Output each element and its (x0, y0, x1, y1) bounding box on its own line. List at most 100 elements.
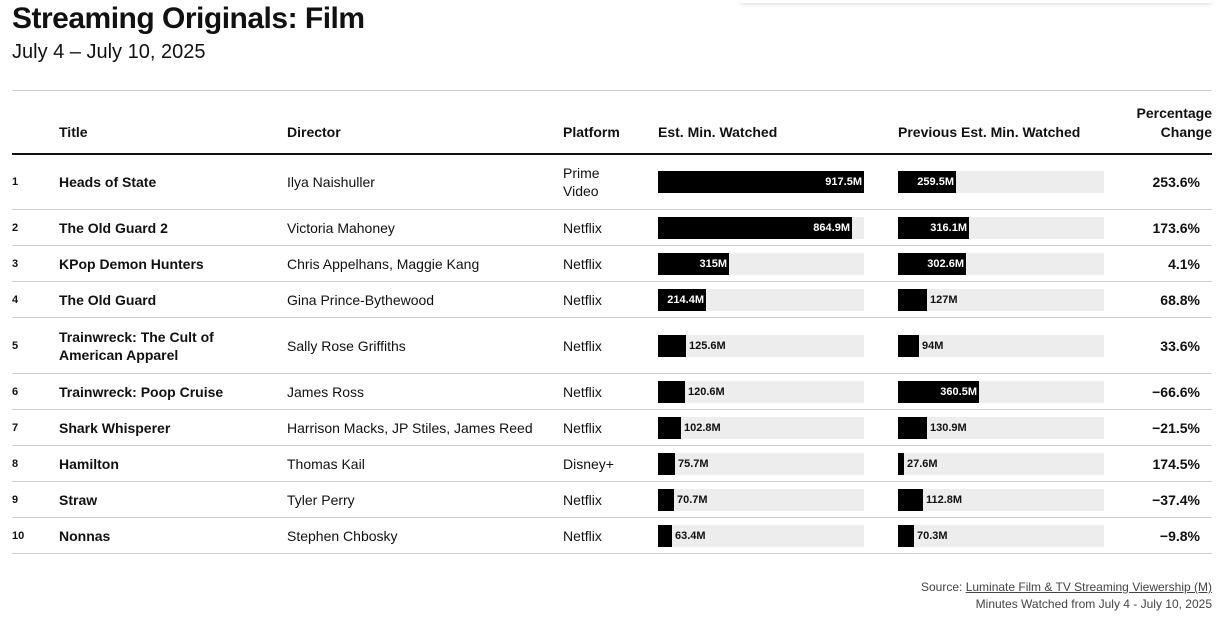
platform-cell: Disney+ (563, 445, 658, 483)
previous-bar (898, 288, 927, 311)
col-header-rank (12, 104, 59, 155)
platform-cell: Netflix (563, 409, 658, 447)
previous-bar (898, 334, 919, 357)
previous-cell: 27.6M (898, 445, 1118, 483)
title-cell: Nonnas (59, 517, 287, 555)
table-row[interactable]: 10 Nonnas Stephen Chbosky Netflix 63.4M 70.3M… (12, 517, 1212, 555)
table-row[interactable]: 5 Trainwreck: The Cult of American Appare… (12, 317, 1212, 375)
change-cell: −21.5% (1118, 409, 1212, 447)
director-cell: Chris Appelhans, Maggie Kang (287, 245, 563, 283)
rank-cell: 3 (12, 245, 59, 283)
director-cell: Gina Prince-Bythewood (287, 281, 563, 319)
change-cell: 253.6% (1118, 153, 1212, 211)
current-bar (658, 334, 686, 357)
previous-bar-track: 127M (898, 288, 1104, 311)
previous-bar-track: 360.5M (898, 380, 1104, 403)
current-bar (658, 524, 672, 547)
title-cell: Shark Whisperer (59, 409, 287, 447)
col-header-director[interactable]: Director (287, 104, 563, 155)
platform-cell: Netflix (563, 245, 658, 283)
current-bar-track: 75.7M (658, 452, 864, 475)
table-body: 1 Heads of State Ilya Naishuller Prime Vide… (12, 153, 1212, 555)
table-row[interactable]: 3 KPop Demon Hunters Chris Appelhans, Magg… (12, 245, 1212, 283)
current-cell: 75.7M (658, 445, 898, 483)
previous-cell: 360.5M (898, 373, 1118, 411)
previous-bar-track: 302.6M (898, 252, 1104, 275)
previous-bar (898, 171, 956, 194)
rank-cell: 2 (12, 209, 59, 247)
previous-bar-label: 94M (922, 339, 944, 352)
col-header-previous-est-min-watched[interactable]: Previous Est. Min. Watched (898, 104, 1118, 155)
current-bar (658, 452, 675, 475)
rank-cell: 4 (12, 281, 59, 319)
previous-bar (898, 488, 923, 511)
col-header-est-min-watched[interactable]: Est. Min. Watched (658, 104, 898, 155)
rank-cell: 1 (12, 153, 59, 211)
source-prefix: Source: (920, 580, 966, 594)
table-row[interactable]: 7 Shark Whisperer Harrison Macks, JP Stile… (12, 409, 1212, 447)
table-row[interactable]: 4 The Old Guard Gina Prince-Bythewood Netfl… (12, 281, 1212, 319)
previous-bar (898, 452, 904, 475)
current-cell: 315M (658, 245, 898, 283)
table-row[interactable]: 1 Heads of State Ilya Naishuller Prime Vide… (12, 153, 1212, 211)
previous-bar-label: 112.8M (926, 493, 963, 506)
title-cell: The Old Guard (59, 281, 287, 319)
current-cell: 102.8M (658, 409, 898, 447)
rank-cell: 5 (12, 317, 59, 375)
current-bar (658, 288, 706, 311)
current-bar-label: 63.4M (675, 529, 706, 542)
current-cell: 120.6M (658, 373, 898, 411)
current-bar-label: 864.9M (813, 221, 850, 234)
director-cell: Sally Rose Griffiths (287, 317, 563, 375)
source-link[interactable]: Luminate Film & TV Streaming Viewership … (965, 580, 1212, 594)
change-cell: 4.1% (1118, 245, 1212, 283)
col-header-title[interactable]: Title (59, 104, 287, 155)
change-cell: 173.6% (1118, 209, 1212, 247)
rank-cell: 6 (12, 373, 59, 411)
table-header-row: Title Director Platform Est. Min. Watche… (12, 104, 1212, 155)
previous-bar-label: 130.9M (930, 421, 967, 434)
director-cell: Stephen Chbosky (287, 517, 563, 555)
change-cell: −66.6% (1118, 373, 1212, 411)
previous-bar (898, 524, 914, 547)
previous-cell: 316.1M (898, 209, 1118, 247)
previous-bar (898, 252, 966, 275)
current-bar (658, 252, 729, 275)
current-bar-track: 102.8M (658, 416, 864, 439)
col-header-percentage-change[interactable]: Percentage Change (1118, 104, 1212, 155)
current-bar-label: 214.4M (667, 293, 704, 306)
rankings-table: Title Director Platform Est. Min. Watche… (12, 104, 1212, 555)
change-cell: −9.8% (1118, 517, 1212, 555)
current-cell: 63.4M (658, 517, 898, 555)
previous-bar-label: 27.6M (907, 457, 938, 470)
change-cell: 68.8% (1118, 281, 1212, 319)
chart-title: Streaming Originals: Film (12, 2, 365, 35)
current-bar-track: 214.4M (658, 288, 864, 311)
platform-cell: Netflix (563, 317, 658, 375)
table-row[interactable]: 6 Trainwreck: Poop Cruise James Ross Netfli… (12, 373, 1212, 411)
current-bar-track: 315M (658, 252, 864, 275)
rank-cell: 7 (12, 409, 59, 447)
title-cell: Trainwreck: Poop Cruise (59, 373, 287, 411)
current-bar-label: 75.7M (678, 457, 709, 470)
platform-cell: Netflix (563, 209, 658, 247)
previous-cell: 127M (898, 281, 1118, 319)
platform-cell: Netflix (563, 481, 658, 519)
table-row[interactable]: 2 The Old Guard 2 Victoria Mahoney Netflix 8… (12, 209, 1212, 247)
previous-cell: 259.5M (898, 153, 1118, 211)
previous-cell: 70.3M (898, 517, 1118, 555)
previous-bar-label: 302.6M (927, 257, 964, 270)
current-bar-track: 125.6M (658, 334, 864, 357)
col-header-platform[interactable]: Platform (563, 104, 658, 155)
table-row[interactable]: 9 Straw Tyler Perry Netflix 70.7M 112.8M −37.4… (12, 481, 1212, 519)
previous-bar-label: 70.3M (917, 529, 948, 542)
top-panel-edge (740, 0, 1212, 3)
table-row[interactable]: 8 Hamilton Thomas Kail Disney+ 75.7M 27.6M 174… (12, 445, 1212, 483)
previous-cell: 130.9M (898, 409, 1118, 447)
current-bar-label: 120.6M (688, 385, 725, 398)
source-note: Source: Luminate Film & TV Streaming Vie… (921, 580, 1212, 594)
current-bar (658, 216, 852, 239)
previous-bar (898, 416, 927, 439)
current-cell: 70.7M (658, 481, 898, 519)
previous-bar-track: 94M (898, 334, 1104, 357)
